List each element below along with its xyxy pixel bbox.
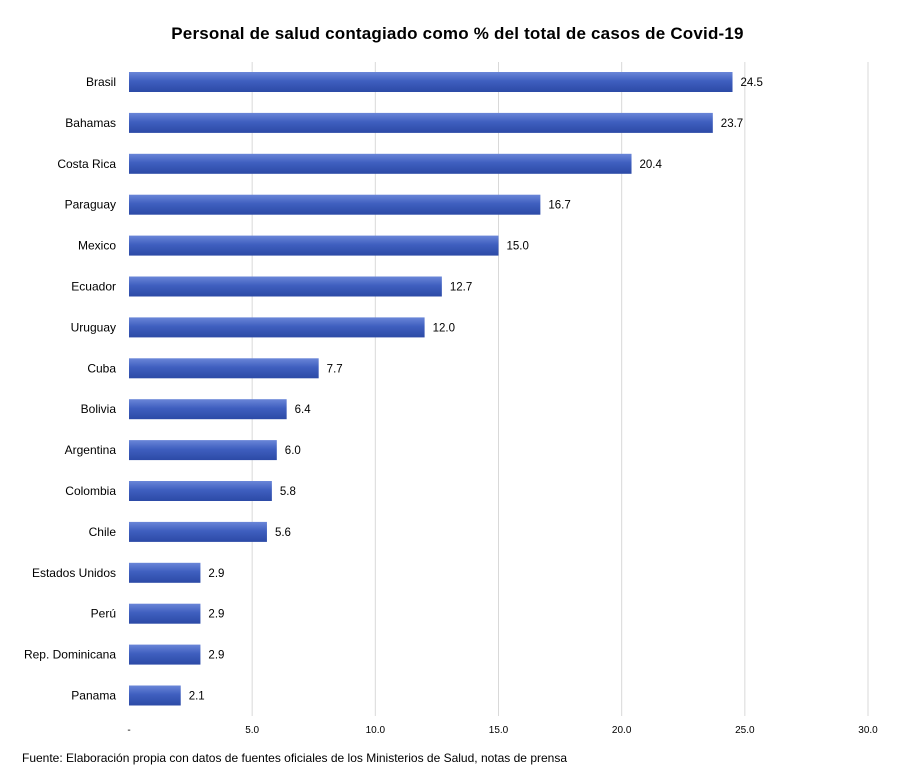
value-label: 15.0 [507, 241, 529, 253]
bar [129, 644, 201, 665]
bar [129, 521, 267, 542]
value-label: 20.4 [640, 159, 663, 171]
x-tick-label: 10.0 [366, 725, 386, 736]
category-label: Paraguay [65, 198, 116, 212]
bar [129, 72, 733, 92]
category-label: Argentina [65, 443, 117, 457]
category-label: Bahamas [65, 116, 116, 130]
bar [129, 685, 181, 706]
category-label: Cuba [87, 361, 116, 375]
bar [129, 153, 632, 174]
bar [129, 235, 499, 256]
value-label: 2.1 [189, 691, 205, 703]
bar [129, 562, 201, 583]
bar [129, 358, 319, 379]
category-label: Ecuador [71, 280, 116, 294]
category-label: Uruguay [71, 320, 116, 334]
chart-title: Personal de salud contagiado como % del … [171, 24, 744, 43]
category-label: Perú [91, 607, 116, 621]
bar [129, 481, 272, 501]
category-label: Chile [89, 525, 117, 539]
bar [129, 603, 201, 624]
source-note: Fuente: Elaboración propia con datos de … [22, 751, 568, 765]
bar [129, 112, 713, 133]
value-label: 5.6 [275, 527, 291, 539]
category-label: Bolivia [81, 402, 117, 416]
value-label: 2.9 [208, 609, 224, 621]
bar [129, 194, 541, 215]
value-label: 2.9 [208, 650, 224, 662]
value-label: 24.5 [741, 77, 763, 89]
value-label: 6.0 [285, 445, 301, 457]
category-label: Costa Rica [57, 157, 116, 171]
value-label: 16.7 [548, 200, 570, 212]
x-tick-label: 30.0 [858, 725, 878, 736]
category-label: Panama [71, 689, 116, 703]
x-tick-label: 25.0 [735, 725, 755, 736]
x-tick-label: 20.0 [612, 725, 632, 736]
bar [129, 276, 442, 297]
x-tick-label: 5.0 [245, 725, 259, 736]
bar [129, 440, 277, 461]
x-tick-label: - [127, 725, 130, 736]
x-tick-label: 15.0 [489, 725, 509, 736]
category-label: Rep. Dominicana [24, 648, 116, 662]
bars [129, 72, 733, 706]
category-label: Brasil [86, 75, 116, 89]
value-label: 2.9 [208, 568, 224, 580]
category-label: Estados Unidos [32, 566, 116, 580]
value-label: 5.8 [280, 486, 296, 498]
bar [129, 399, 287, 420]
value-label: 12.7 [450, 282, 472, 294]
value-label: 23.7 [721, 118, 743, 130]
value-label: 6.4 [295, 404, 312, 416]
category-label: Mexico [78, 239, 116, 253]
bar [129, 317, 425, 338]
gridlines [251, 62, 869, 716]
category-label: Colombia [65, 484, 116, 498]
value-label: 7.7 [327, 363, 343, 375]
labels: - 5.0 10.0 15.0 20.0 25.0 30.0 Brasil 24.5 Bahama… [24, 75, 878, 736]
value-label: 12.0 [433, 322, 455, 334]
